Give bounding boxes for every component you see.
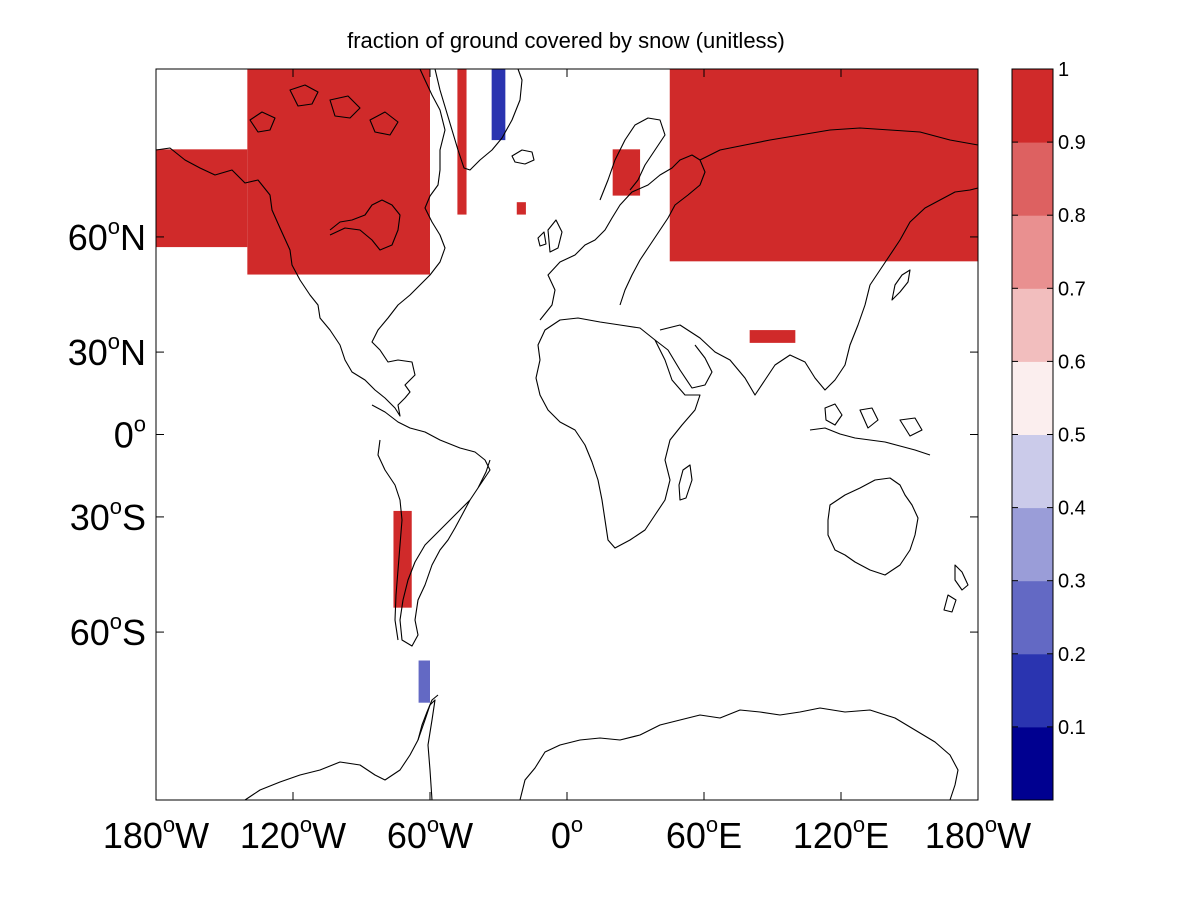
coastline-arabia [654, 339, 713, 389]
colorbar-tick-label: 0.7 [1058, 278, 1086, 300]
colorbar-tick-label: 0.4 [1058, 498, 1086, 520]
colorbar-band [1012, 215, 1053, 289]
frame-ticks [155, 69, 979, 800]
coastline-asia [659, 187, 979, 396]
coastline-europe [539, 154, 706, 321]
y-tick-label: 0o [114, 412, 146, 456]
colorbar-tick-label: 1 [1058, 59, 1069, 81]
snow-region-greenland-north [491, 69, 506, 141]
y-tick-label: 30oS [70, 494, 146, 538]
colorbar-band [1012, 361, 1053, 435]
coastline-siberia-north [699, 127, 979, 161]
x-tick-label: 180oW [103, 812, 209, 856]
coastline-arctic-islands [249, 84, 399, 136]
colorbar-band [1012, 69, 1053, 143]
colorbar-bands [1012, 69, 1053, 801]
coastline-british-isles [537, 219, 563, 253]
colorbar-tick-label: 0.5 [1058, 425, 1086, 447]
y-tick-label: 60oS [70, 609, 146, 653]
coastline-south-america [371, 404, 491, 647]
colorbar-band [1012, 288, 1053, 362]
snow-region-northern-canada [247, 69, 430, 275]
x-tick-label: 60oE [666, 812, 742, 856]
colorbar-band [1012, 434, 1053, 509]
snow-region-scandinavia [612, 149, 641, 196]
colorbar-tick-label: 0.1 [1058, 717, 1086, 739]
coastline-madagascar [678, 464, 693, 501]
coastline-scandinavia [599, 117, 666, 201]
x-axis-ticks: 180oW 120oW 60oW 0o 60oE 120oE 180oW [103, 812, 1031, 856]
snow-region-northern-eurasia [669, 69, 978, 262]
x-tick-label: 120oE [793, 812, 889, 856]
x-tick-label: 0o [551, 812, 583, 856]
coastline-africa [535, 317, 701, 549]
snow-region-iceland [516, 202, 526, 215]
coastline-iceland [511, 149, 535, 165]
coastline-greenland [434, 68, 523, 171]
snow-cover-layer [156, 69, 978, 703]
map-plot-area [155, 68, 979, 801]
x-tick-label: 180oW [925, 812, 1031, 856]
snow-region-greenland-east-coast [457, 69, 467, 215]
y-tick-label: 30oN [68, 329, 146, 373]
colorbar-band [1012, 580, 1053, 655]
coastline-indonesia [809, 403, 931, 456]
coastline-japan [891, 269, 911, 301]
figure-title: fraction of ground covered by snow (unit… [347, 28, 785, 53]
snow-region-tibetan-plateau [749, 330, 796, 343]
coastline-australia [827, 477, 919, 576]
coastline-antarctic-peninsula [417, 694, 439, 741]
coastline-antarctica [244, 699, 959, 801]
coastlines [155, 68, 979, 801]
colorbar: 0.1 0.2 0.3 0.4 0.5 0.6 0.7 0.8 0.9 1 [1011, 59, 1086, 801]
colorbar-tick-label: 0.3 [1058, 571, 1086, 593]
colorbar-tick-label: 0.8 [1058, 205, 1086, 227]
x-tick-label: 120oW [240, 812, 346, 856]
colorbar-band [1012, 726, 1053, 801]
y-tick-label: 60oN [68, 214, 146, 258]
colorbar-ticks: 0.1 0.2 0.3 0.4 0.5 0.6 0.7 0.8 0.9 1 [1012, 59, 1086, 739]
colorbar-band [1012, 507, 1053, 582]
coastline-new-zealand [943, 564, 969, 613]
colorbar-tick-label: 0.9 [1058, 132, 1086, 154]
snow-region-antarctic-peninsula [418, 660, 430, 703]
coastline-north-america [155, 68, 446, 417]
colorbar-tick-label: 0.2 [1058, 644, 1086, 666]
colorbar-tick-label: 0.6 [1058, 351, 1086, 373]
colorbar-band [1012, 653, 1053, 728]
x-tick-label: 60oW [387, 812, 473, 856]
coastline-andes-west [377, 439, 403, 641]
colorbar-band [1012, 142, 1053, 216]
coastline-hudson-bay [329, 199, 401, 251]
snow-region-alaska [156, 149, 248, 248]
y-axis-ticks: 60oN 30oN 0o 30oS 60oS [68, 214, 146, 653]
